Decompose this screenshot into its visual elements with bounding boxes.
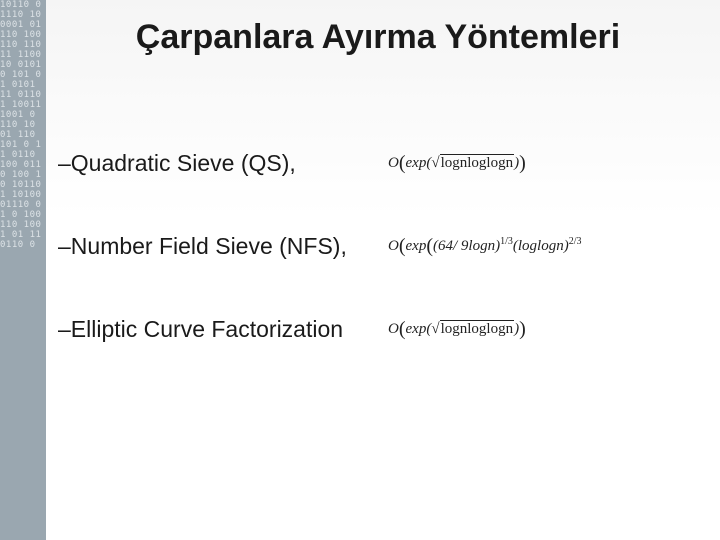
slide: 10110 01110 100001 01110 100110 11011 11… <box>0 0 720 540</box>
item-formula: O(exp((64/ 9logn)1/3(loglogn)2/3 <box>388 235 698 258</box>
content-list: –Quadratic Sieve (QS), O(exp(lognloglogn… <box>58 150 698 399</box>
binary-strip: 10110 01110 100001 01110 100110 11011 11… <box>0 0 46 540</box>
item-label: –Quadratic Sieve (QS), <box>58 150 388 177</box>
item-label: –Elliptic Curve Factorization <box>58 316 388 343</box>
title-box: Çarpanlara Ayırma Yöntemleri <box>58 18 698 57</box>
list-item: –Elliptic Curve Factorization O(exp(logn… <box>58 316 698 343</box>
item-formula: O(exp(lognloglogn)) <box>388 318 698 341</box>
item-formula: O(exp(lognloglogn)) <box>388 152 698 175</box>
binary-strip-text: 10110 01110 100001 01110 100110 11011 11… <box>0 0 46 250</box>
page-title: Çarpanlara Ayırma Yöntemleri <box>58 18 698 57</box>
list-item: –Quadratic Sieve (QS), O(exp(lognloglogn… <box>58 150 698 177</box>
item-label: –Number Field Sieve (NFS), <box>58 233 388 260</box>
list-item: –Number Field Sieve (NFS), O(exp((64/ 9l… <box>58 233 698 260</box>
